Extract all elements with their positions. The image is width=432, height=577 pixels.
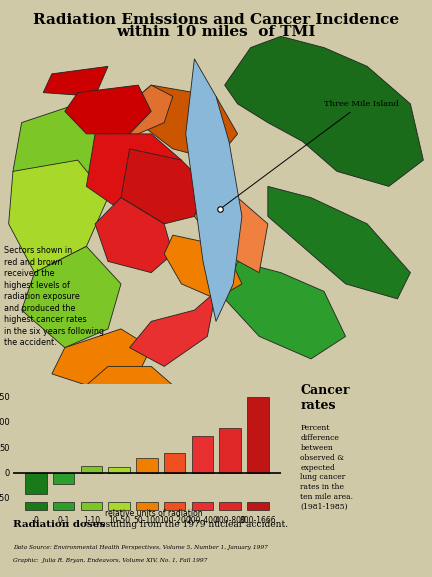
Text: Graphic:  Julia R. Bryan, Endeavors, Volume XIV, No. 1, Fall 1997: Graphic: Julia R. Bryan, Endeavors, Volu… bbox=[13, 558, 207, 563]
Polygon shape bbox=[65, 85, 151, 134]
Polygon shape bbox=[13, 104, 108, 209]
Bar bbox=[53, 501, 74, 510]
Bar bbox=[164, 501, 185, 510]
Bar bbox=[247, 398, 269, 473]
Bar bbox=[81, 501, 102, 510]
Polygon shape bbox=[130, 85, 238, 160]
Bar bbox=[191, 501, 213, 510]
Bar bbox=[219, 501, 241, 510]
Text: Cancer
rates: Cancer rates bbox=[301, 384, 350, 412]
Polygon shape bbox=[186, 59, 242, 321]
Polygon shape bbox=[108, 85, 173, 141]
Polygon shape bbox=[95, 198, 173, 273]
Text: Radiation Emissions and Cancer Incidence: Radiation Emissions and Cancer Incidence bbox=[33, 13, 399, 27]
Bar bbox=[108, 501, 130, 510]
Polygon shape bbox=[9, 160, 108, 273]
Bar bbox=[191, 436, 213, 473]
Polygon shape bbox=[225, 261, 346, 359]
Bar bbox=[136, 501, 158, 510]
Bar bbox=[247, 501, 269, 510]
Bar bbox=[25, 501, 47, 510]
Text: Three Mile Island: Three Mile Island bbox=[222, 100, 399, 207]
Text: Radiation doses: Radiation doses bbox=[13, 520, 105, 530]
Text: resulting from the 1979 nuclear accident.: resulting from the 1979 nuclear accident… bbox=[93, 520, 288, 530]
Polygon shape bbox=[43, 66, 108, 96]
Text: Sectors shown in
red and brown
received the
highest levels of
radiation exposure: Sectors shown in red and brown received … bbox=[4, 246, 104, 347]
Text: Percent
difference
between
observed &
expected
lung cancer
rates in the
ten mile: Percent difference between observed & ex… bbox=[301, 424, 353, 511]
Bar bbox=[219, 428, 241, 473]
Polygon shape bbox=[164, 235, 242, 299]
Polygon shape bbox=[268, 186, 410, 299]
Polygon shape bbox=[194, 186, 268, 273]
Bar bbox=[53, 473, 74, 484]
Bar bbox=[25, 473, 47, 494]
Polygon shape bbox=[52, 329, 151, 385]
Polygon shape bbox=[130, 291, 216, 366]
Polygon shape bbox=[225, 36, 423, 186]
Polygon shape bbox=[86, 134, 181, 216]
Text: Data Source: Environmental Health Perspectives, Volume 5, Number 1, January 1997: Data Source: Environmental Health Perspe… bbox=[13, 545, 268, 550]
Polygon shape bbox=[86, 366, 173, 404]
Polygon shape bbox=[121, 149, 207, 224]
Bar bbox=[164, 454, 185, 473]
Text: within 10 miles  of TMI: within 10 miles of TMI bbox=[116, 25, 316, 39]
Bar bbox=[81, 466, 102, 473]
Polygon shape bbox=[22, 246, 121, 347]
Bar bbox=[108, 467, 130, 473]
Bar bbox=[136, 458, 158, 473]
Text: relative units of radiation: relative units of radiation bbox=[105, 509, 202, 518]
